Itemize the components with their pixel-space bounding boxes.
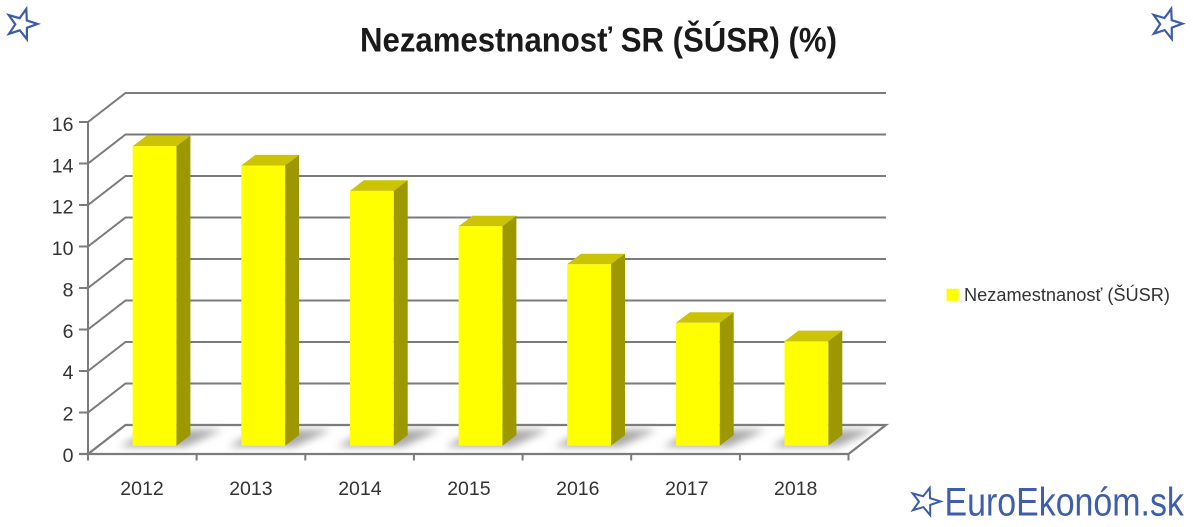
svg-text:16: 16 — [52, 114, 74, 136]
svg-text:12: 12 — [52, 197, 74, 219]
svg-text:2012: 2012 — [120, 478, 163, 500]
svg-text:8: 8 — [63, 280, 74, 302]
svg-text:Nezamestnanosť (ŠÚSR): Nezamestnanosť (ŠÚSR) — [964, 284, 1170, 305]
svg-text:14: 14 — [52, 155, 74, 177]
svg-text:Nezamestnanosť SR (ŠÚSR) (%): Nezamestnanosť SR (ŠÚSR) (%) — [360, 21, 837, 60]
svg-text:2015: 2015 — [447, 478, 491, 500]
svg-text:2017: 2017 — [665, 478, 708, 500]
svg-text:0: 0 — [63, 445, 74, 467]
svg-text:6: 6 — [63, 321, 74, 343]
svg-text:2013: 2013 — [229, 478, 272, 500]
svg-text:2: 2 — [63, 404, 74, 426]
svg-text:2014: 2014 — [338, 478, 382, 500]
svg-text:EuroEkonóm.sk: EuroEkonóm.sk — [945, 480, 1185, 524]
svg-text:2016: 2016 — [556, 478, 599, 500]
svg-text:4: 4 — [63, 362, 74, 384]
svg-text:10: 10 — [52, 238, 74, 260]
svg-text:2018: 2018 — [774, 478, 817, 500]
